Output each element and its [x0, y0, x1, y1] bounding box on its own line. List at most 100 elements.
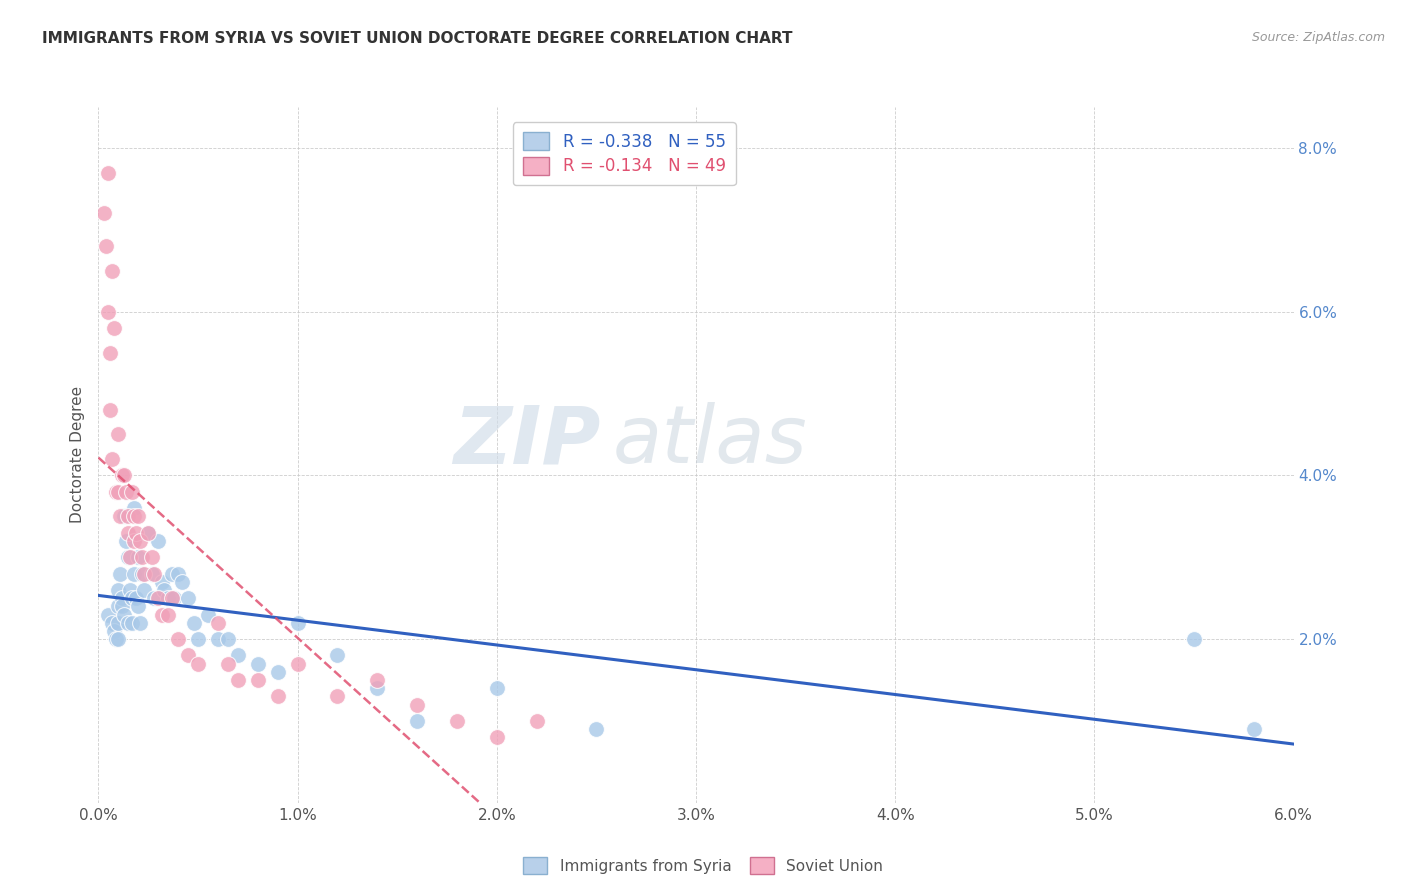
- Point: [115, 533, 138, 548]
- Legend: Immigrants from Syria, Soviet Union: Immigrants from Syria, Soviet Union: [517, 851, 889, 880]
- Point: [148, 591, 170, 606]
- Point: [141, 566, 163, 581]
- Point: [406, 698, 429, 712]
- Point: [97, 304, 120, 318]
- Point: [117, 509, 139, 524]
- Point: [110, 509, 132, 524]
- Point: [107, 615, 129, 630]
- Point: [125, 525, 148, 540]
- Point: [121, 484, 143, 499]
- Point: [1243, 722, 1265, 736]
- Point: [287, 615, 309, 630]
- Point: [366, 681, 388, 696]
- Point: [112, 607, 135, 622]
- Point: [103, 624, 125, 638]
- Point: [187, 632, 209, 646]
- Point: [406, 714, 429, 728]
- Point: [1182, 632, 1205, 646]
- Point: [326, 648, 349, 663]
- Point: [110, 566, 132, 581]
- Point: [117, 525, 139, 540]
- Point: [125, 591, 148, 606]
- Point: [163, 591, 186, 606]
- Point: [366, 673, 388, 687]
- Point: [124, 566, 146, 581]
- Point: [98, 403, 122, 417]
- Point: [143, 591, 166, 606]
- Point: [167, 632, 190, 646]
- Point: [129, 533, 152, 548]
- Point: [127, 599, 149, 614]
- Point: [526, 714, 548, 728]
- Point: [167, 566, 190, 581]
- Point: [226, 648, 249, 663]
- Point: [117, 615, 139, 630]
- Point: [585, 722, 607, 736]
- Point: [217, 632, 239, 646]
- Point: [112, 468, 135, 483]
- Point: [107, 427, 129, 442]
- Point: [246, 673, 269, 687]
- Text: Source: ZipAtlas.com: Source: ZipAtlas.com: [1251, 31, 1385, 45]
- Point: [97, 607, 120, 622]
- Point: [124, 533, 146, 548]
- Point: [101, 615, 124, 630]
- Y-axis label: Doctorate Degree: Doctorate Degree: [70, 386, 86, 524]
- Point: [127, 550, 149, 565]
- Point: [226, 673, 249, 687]
- Point: [160, 566, 183, 581]
- Point: [107, 582, 129, 597]
- Point: [197, 607, 219, 622]
- Point: [153, 582, 176, 597]
- Point: [111, 591, 134, 606]
- Point: [143, 566, 166, 581]
- Point: [111, 599, 134, 614]
- Point: [150, 607, 173, 622]
- Point: [177, 648, 200, 663]
- Point: [131, 550, 153, 565]
- Point: [150, 574, 173, 589]
- Point: [111, 468, 134, 483]
- Point: [157, 591, 180, 606]
- Point: [287, 657, 309, 671]
- Point: [207, 615, 229, 630]
- Point: [446, 714, 468, 728]
- Point: [124, 509, 146, 524]
- Point: [177, 591, 200, 606]
- Point: [127, 509, 149, 524]
- Text: IMMIGRANTS FROM SYRIA VS SOVIET UNION DOCTORATE DEGREE CORRELATION CHART: IMMIGRANTS FROM SYRIA VS SOVIET UNION DO…: [42, 31, 793, 46]
- Point: [129, 615, 152, 630]
- Point: [97, 165, 120, 179]
- Point: [141, 550, 163, 565]
- Point: [98, 345, 122, 359]
- Point: [246, 657, 269, 671]
- Point: [120, 550, 142, 565]
- Point: [93, 206, 115, 220]
- Point: [103, 321, 125, 335]
- Point: [207, 632, 229, 646]
- Point: [120, 582, 142, 597]
- Point: [485, 681, 508, 696]
- Point: [134, 582, 156, 597]
- Point: [326, 690, 349, 704]
- Point: [148, 533, 170, 548]
- Point: [183, 615, 205, 630]
- Point: [101, 452, 124, 467]
- Point: [267, 665, 290, 679]
- Point: [105, 632, 128, 646]
- Point: [107, 632, 129, 646]
- Point: [136, 525, 159, 540]
- Point: [136, 525, 159, 540]
- Point: [217, 657, 239, 671]
- Point: [107, 484, 129, 499]
- Point: [101, 264, 124, 278]
- Point: [131, 566, 153, 581]
- Point: [121, 615, 143, 630]
- Point: [115, 484, 138, 499]
- Legend: R = -0.338   N = 55, R = -0.134   N = 49: R = -0.338 N = 55, R = -0.134 N = 49: [513, 122, 735, 186]
- Point: [117, 550, 139, 565]
- Point: [172, 574, 194, 589]
- Point: [160, 591, 183, 606]
- Point: [187, 657, 209, 671]
- Point: [157, 607, 180, 622]
